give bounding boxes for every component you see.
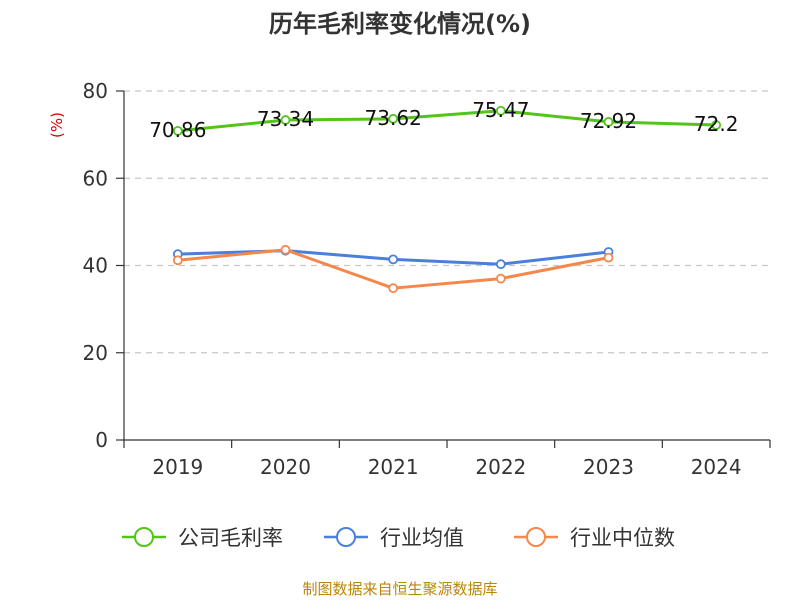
data-label: 73.34: [257, 107, 314, 131]
legend-label: 行业中位数: [570, 526, 675, 550]
data-labels: 70.86 73.34 73.62 75.47 72.92 72.2: [149, 98, 738, 142]
data-point: [388, 113, 399, 124]
y-tick-label: 60: [83, 166, 108, 190]
data-label: 70.86: [149, 118, 206, 142]
series-line: [177, 109, 717, 133]
x-tick-label: 2021: [368, 455, 419, 479]
x-tick-labels: 2019 2020 2021 2022 2023 2024: [152, 455, 741, 479]
y-tick-label: 80: [83, 79, 108, 103]
x-tick-label: 2019: [152, 455, 203, 479]
data-label: 72.92: [580, 109, 637, 133]
legend-marker-icon: [526, 527, 546, 547]
chart-title: 历年毛利率变化情况(%): [269, 10, 531, 38]
data-label: 72.2: [694, 112, 739, 136]
grid-lines: [124, 90, 770, 354]
legend-item-2[interactable]: 行业均值: [324, 526, 464, 550]
legend-item-3[interactable]: 行业中位数: [514, 526, 675, 550]
x-tick-label: 2022: [475, 455, 526, 479]
legend-marker-icon: [336, 527, 356, 547]
x-tick-label: 2023: [583, 455, 634, 479]
y-tick-label: 40: [83, 254, 108, 278]
data-point: [280, 115, 291, 125]
series-3: [172, 244, 614, 294]
data-point: [172, 255, 183, 266]
data-point: [388, 254, 399, 265]
y-axis-unit: (%): [48, 112, 66, 138]
source-note: 制图数据来自恒生聚源数据库: [302, 580, 497, 598]
data-point: [603, 252, 614, 263]
legend-item-1[interactable]: 公司毛利率: [122, 526, 283, 550]
legend-label: 行业均值: [380, 526, 464, 550]
data-label: 73.62: [365, 106, 422, 130]
data-label: 75.47: [472, 98, 529, 122]
data-point: [495, 273, 506, 284]
legend-marker-icon: [134, 527, 154, 547]
series-group: [172, 105, 722, 294]
series-1: [172, 105, 722, 136]
legend[interactable]: 公司毛利率 行业均值 行业中位数: [122, 526, 675, 550]
data-point: [172, 125, 183, 136]
x-tick-label: 2024: [691, 455, 742, 479]
data-point: [495, 105, 506, 116]
legend-label: 公司毛利率: [178, 526, 283, 550]
y-tick-labels: 0 20 40 60 80: [83, 79, 108, 452]
y-tick-label: 20: [83, 341, 108, 365]
axes: [116, 90, 771, 448]
data-point: [388, 283, 399, 294]
data-point: [603, 116, 614, 127]
y-tick-label: 0: [95, 428, 108, 452]
data-point: [280, 244, 291, 255]
x-tick-label: 2020: [260, 455, 311, 479]
data-point: [711, 120, 722, 130]
data-point: [495, 259, 506, 270]
